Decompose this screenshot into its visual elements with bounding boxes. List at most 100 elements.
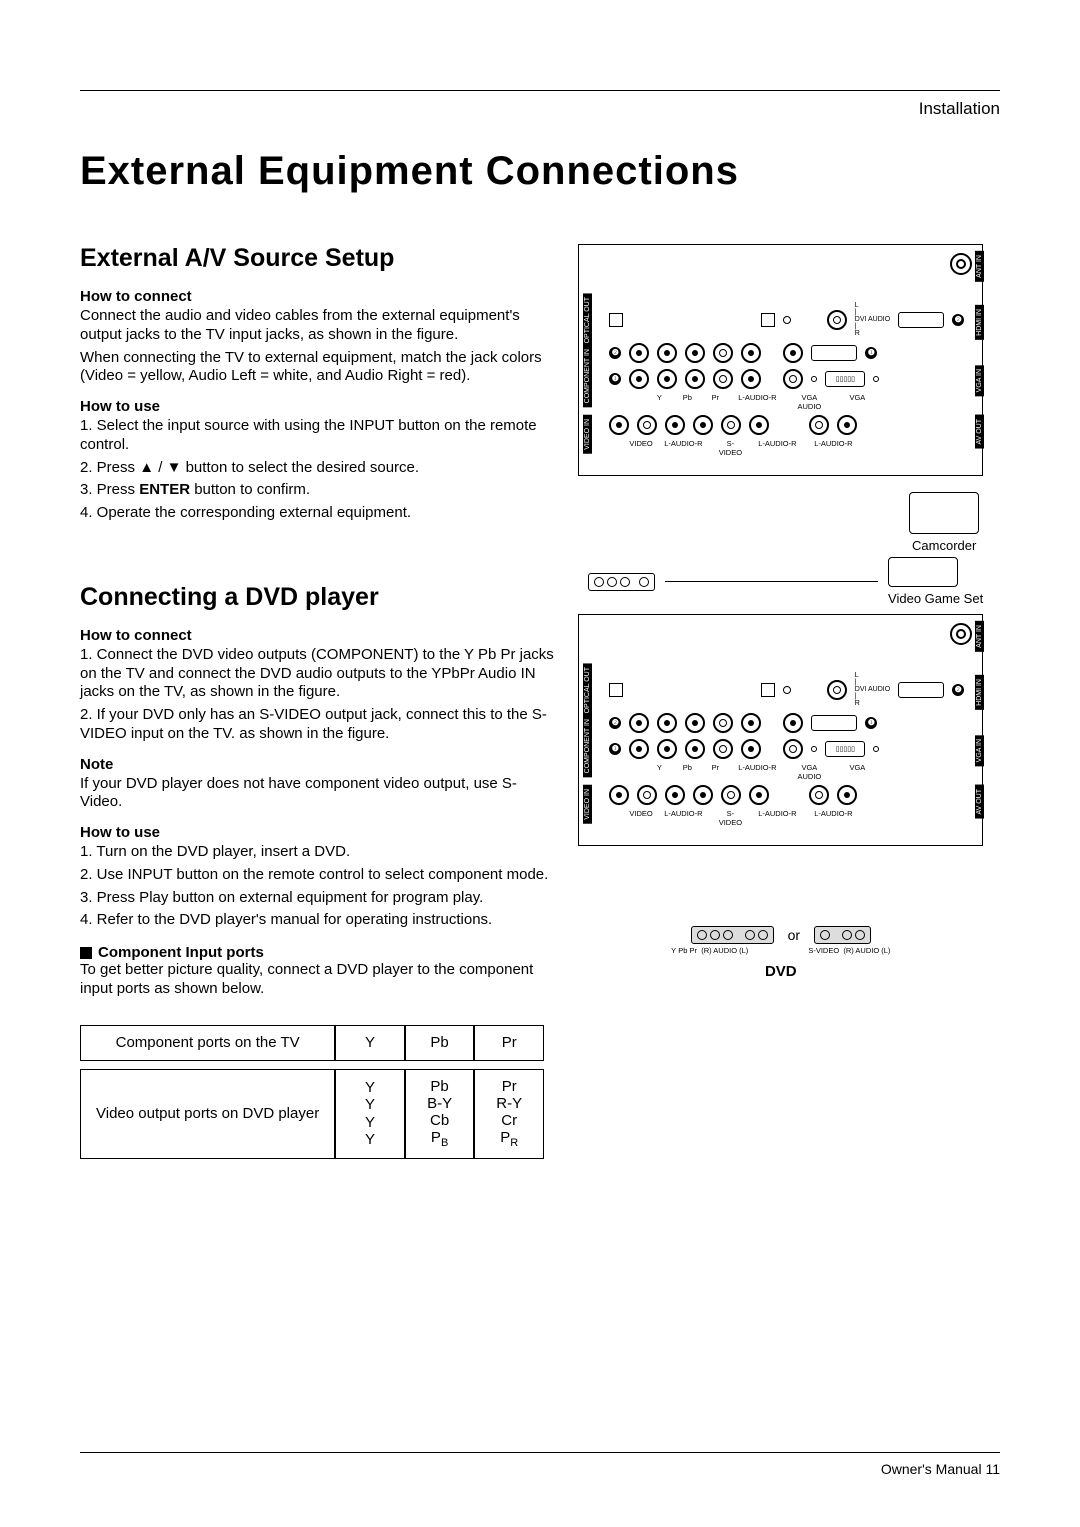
camcorder-device: Camcorder: [909, 492, 979, 553]
dvi-a: DVI AUDIO: [855, 316, 890, 323]
video-in-label: VIDEO IN: [583, 415, 592, 454]
jack-icon: [749, 785, 769, 805]
component-connector-icon: [691, 926, 774, 944]
tiny-port-icon: [783, 316, 791, 324]
antenna-jack-icon: [950, 623, 972, 645]
lbl-vga2: VGA: [837, 763, 877, 781]
av-how-connect-label: How to connect: [80, 288, 558, 305]
jack-icon: [713, 739, 733, 759]
jack-row-video: [609, 415, 964, 435]
lbl-sv2: S-VIDEO: [715, 809, 745, 827]
jack-icon: [685, 369, 705, 389]
r2c2-3p: P: [431, 1129, 441, 1146]
jack-icon: [637, 415, 657, 435]
video-row-labels2: VIDEO L-AUDIO-R S-VIDEO L-AUDIO-R L-AUDI…: [629, 809, 964, 827]
lbl-pr: Pr: [705, 393, 725, 411]
av-how-use-2: 2. Press ▲ / ▼ button to select the desi…: [80, 459, 558, 478]
lbl-lar7: L-AUDIO-R: [753, 809, 801, 827]
dvd-hu1: 1. Turn on the DVD player, insert a DVD.: [80, 843, 558, 862]
av-how-use-3: 3. Press ENTER button to confirm.: [80, 481, 558, 500]
row1-c1: Y: [335, 1025, 405, 1061]
jack-icon: [749, 415, 769, 435]
dvd-hc1: 1. Connect the DVD video outputs (COMPON…: [80, 646, 558, 702]
jack-icon: [741, 343, 761, 363]
csv: S-VIDEO: [808, 946, 839, 955]
cpr: Pr: [690, 946, 698, 955]
comp-row-labels2: Y Pb Pr L-AUDIO-R VGA AUDIO VGA: [629, 763, 964, 781]
video-game-label: Video Game Set: [888, 591, 983, 606]
av-hu3b: button to confirm.: [190, 481, 310, 498]
component-ports-label: Component Input ports: [98, 944, 264, 961]
dvi-audio-label2: L|DVI AUDIO|R: [855, 672, 890, 707]
r2c1-3: Y: [342, 1131, 398, 1148]
jack-icon: [657, 713, 677, 733]
jack-icon: [685, 739, 705, 759]
optical-port-icon: [609, 683, 623, 697]
dvi-r-jack: [783, 343, 803, 363]
vga-in-label: VGA IN: [975, 365, 984, 396]
av-how-use-label: How to use: [80, 398, 558, 415]
square-bullet-icon: [80, 947, 92, 959]
dvd-caption: DVD: [578, 963, 983, 980]
r2c2-0: Pb: [412, 1078, 468, 1095]
r2c2-1: B-Y: [412, 1095, 468, 1112]
svideo-jack-icon: [693, 785, 713, 805]
dvd-connectors-row: or: [578, 926, 983, 944]
badge-c2b: ❷: [609, 717, 621, 729]
lbl-pb2: Pb: [677, 763, 697, 781]
optical-port-icon: [609, 313, 623, 327]
hdmi-in-label2: HDMI IN: [975, 675, 984, 710]
dvd-hu4: 4. Refer to the DVD player's manual for …: [80, 911, 558, 930]
video-game-device: Video Game Set: [888, 557, 983, 606]
lbl-lar3: L-AUDIO-R: [753, 439, 801, 457]
camcorder-label: Camcorder: [909, 538, 979, 553]
page-footer: Owner's Manual 11: [80, 1452, 1000, 1477]
jack-icon: [685, 713, 705, 733]
lbl-lar: L-AUDIO-R: [733, 393, 781, 411]
av-setup-heading: External A/V Source Setup: [80, 244, 558, 273]
camcorder-icon: [909, 492, 979, 534]
av-how-use-1: 1. Select the input source with using th…: [80, 417, 558, 455]
jack-icon: [629, 343, 649, 363]
lbl-vga: VGA: [837, 393, 877, 411]
jack-icon: [665, 415, 685, 435]
vcr-connector-row: Video Game Set: [588, 557, 983, 606]
or-label: or: [788, 927, 800, 943]
jack-icon: [837, 415, 857, 435]
r2c3-3: PR: [481, 1129, 537, 1150]
dvd-how-use-label: How to use: [80, 824, 558, 841]
dvi-audio-label: L|DVI AUDIO|R: [855, 302, 890, 337]
vga-audio-jack2: [783, 739, 803, 759]
lbl-video2: VIDEO: [629, 809, 651, 827]
dvd-how-connect-label: How to connect: [80, 627, 558, 644]
optical-out-label2: OPTICAL OUT: [583, 663, 592, 717]
jack-icon: [721, 415, 741, 435]
screw-icon: [873, 746, 879, 752]
dvi-l-jack2: [827, 680, 847, 700]
jack-icon: [657, 739, 677, 759]
jack-icon: [713, 369, 733, 389]
jack-icon: [609, 415, 629, 435]
row2-c2: Pb B-Y Cb PB: [405, 1069, 475, 1159]
jack-icon: [721, 785, 741, 805]
right-column: ANT IN HDMI IN VGA IN AV OUT OPTICAL OUT…: [578, 244, 983, 1167]
r2c3-0: Pr: [481, 1078, 537, 1095]
lbl-y2: Y: [649, 763, 669, 781]
av-out-label2: AV OUT: [975, 785, 984, 819]
video-in-label2: VIDEO IN: [583, 785, 592, 824]
footer-text: Owner's Manual 11: [881, 1461, 1000, 1477]
cral2: (R) AUDIO (L): [843, 946, 890, 955]
jack-icon: [609, 785, 629, 805]
r2c2-3: PB: [412, 1129, 468, 1150]
vga-port-icon: ▯▯▯▯▯: [825, 371, 865, 387]
av-diagram-panel: ANT IN HDMI IN VGA IN AV OUT OPTICAL OUT…: [578, 244, 983, 476]
jack-icon: [629, 713, 649, 733]
lbl-lar8: L-AUDIO-R: [809, 809, 857, 827]
row2-c1: Y Y Y Y: [335, 1069, 405, 1159]
hdmi-port2-icon: [811, 345, 857, 361]
av-hu2a: 2. Press: [80, 459, 139, 476]
dvd-hc2: 2. If your DVD only has an S-VIDEO outpu…: [80, 706, 558, 744]
conn-ypbpr: Y Pb Pr (R) AUDIO (L): [671, 946, 748, 955]
dvi-r2: R: [855, 700, 860, 707]
lbl-vgaa2: VGA AUDIO: [789, 763, 829, 781]
